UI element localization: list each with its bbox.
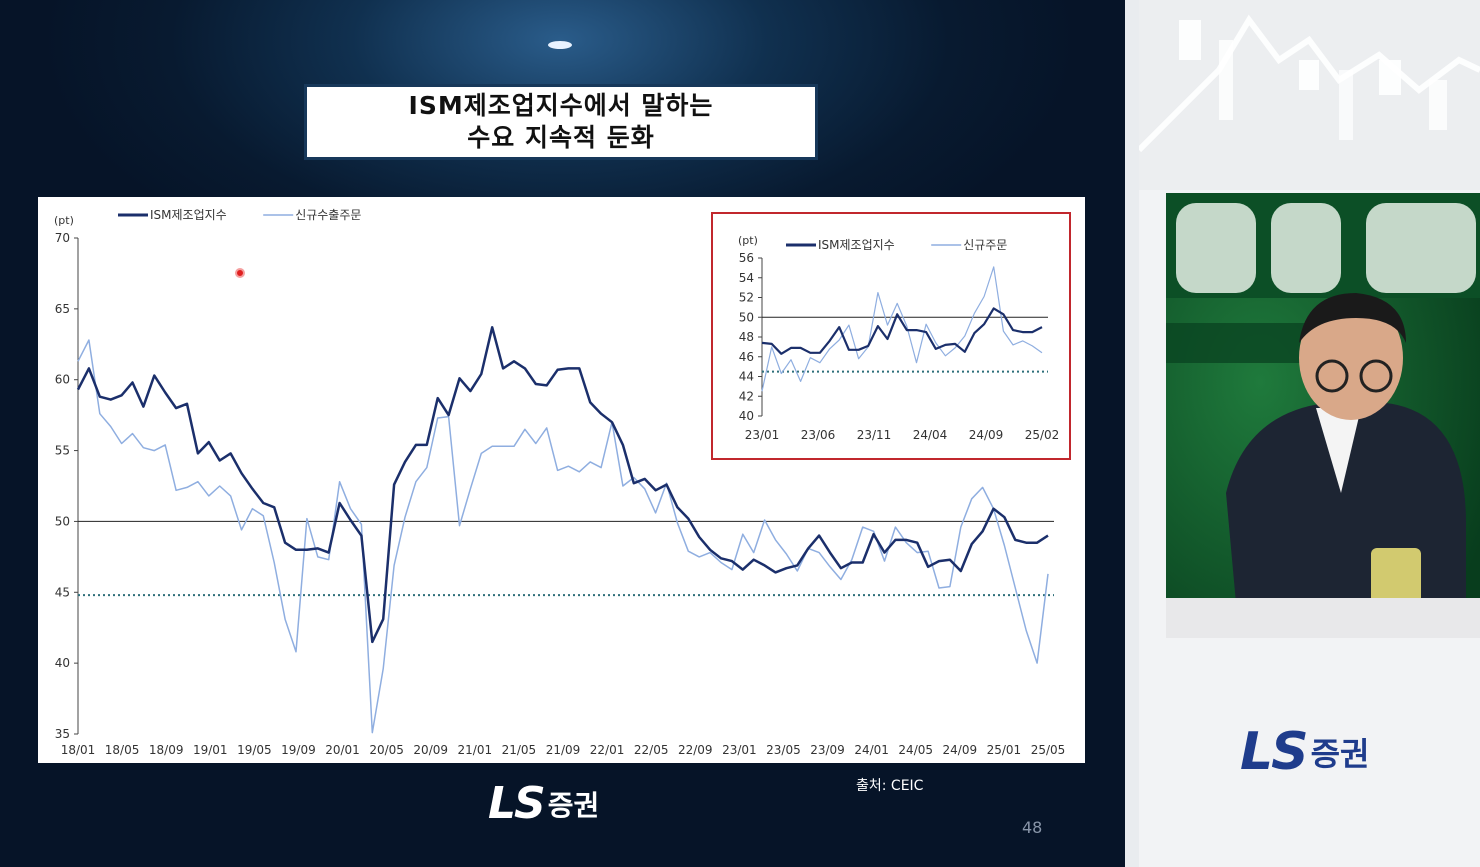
title-line-2: 수요 지속적 둔화 bbox=[467, 123, 655, 152]
x-tick-label: 22/05 bbox=[634, 743, 669, 757]
y-tick-label: 50 bbox=[739, 310, 754, 324]
inset-frame bbox=[711, 212, 1071, 460]
x-tick-label: 21/01 bbox=[458, 743, 493, 757]
y-unit-label: (pt) bbox=[54, 214, 74, 227]
y-tick-label: 35 bbox=[55, 727, 70, 741]
y-tick-label: 70 bbox=[55, 231, 70, 245]
source-label: 출처: CEIC bbox=[856, 778, 924, 794]
x-tick-label: 24/09 bbox=[969, 428, 1004, 442]
x-tick-label: 22/09 bbox=[678, 743, 713, 757]
ls-side-logo: LS 증권 bbox=[1240, 722, 1369, 782]
spotlight-icon bbox=[548, 41, 572, 49]
y-tick-label: 54 bbox=[739, 271, 754, 285]
ls-logo: LS 증권 bbox=[488, 778, 599, 829]
desk-surface bbox=[1166, 598, 1480, 638]
slide-border bbox=[1125, 0, 1139, 867]
y-tick-label: 55 bbox=[55, 444, 70, 458]
y-tick-label: 45 bbox=[55, 585, 70, 599]
x-tick-label: 24/09 bbox=[943, 743, 978, 757]
y-tick-label: 40 bbox=[55, 656, 70, 670]
y-tick-label: 44 bbox=[739, 370, 754, 384]
legend-label: 신규주문 bbox=[963, 238, 1007, 252]
y-tick-label: 40 bbox=[739, 409, 754, 423]
x-tick-label: 23/11 bbox=[857, 428, 892, 442]
slide-title-box: ISM제조업지수에서 말하는 수요 지속적 둔화 bbox=[304, 84, 818, 160]
x-tick-label: 20/01 bbox=[325, 743, 360, 757]
y-tick-label: 60 bbox=[55, 373, 70, 387]
background-candlestick-graphic bbox=[1139, 0, 1480, 190]
series-line-ism bbox=[761, 307, 1043, 355]
x-tick-label: 20/05 bbox=[369, 743, 404, 757]
x-tick-label: 22/01 bbox=[590, 743, 625, 757]
y-tick-label: 46 bbox=[739, 350, 754, 364]
title-line-1: ISM제조업지수에서 말하는 bbox=[408, 91, 714, 120]
side-logo-ls-text: LS bbox=[1240, 722, 1309, 782]
side-logo-korean-text: 증권 bbox=[1310, 735, 1370, 773]
presenter-video bbox=[1166, 193, 1480, 613]
x-tick-label: 25/05 bbox=[1031, 743, 1066, 757]
x-tick-label: 25/01 bbox=[987, 743, 1022, 757]
x-tick-label: 18/01 bbox=[61, 743, 96, 757]
y-tick-label: 48 bbox=[739, 330, 754, 344]
y-tick-label: 50 bbox=[55, 514, 70, 528]
y-tick-label: 65 bbox=[55, 302, 70, 316]
legend-label: 신규수출주문 bbox=[295, 208, 361, 222]
x-tick-label: 24/04 bbox=[913, 428, 948, 442]
logo-korean-text: 증권 bbox=[547, 788, 600, 822]
chart-panel: 35 40 45 50 55 60 65 70 (pt) 18/01 18/05 18/09 19/01… bbox=[38, 197, 1085, 763]
slide-decoration bbox=[548, 41, 572, 49]
y-tick-label: 52 bbox=[739, 291, 754, 305]
x-tick-label: 24/05 bbox=[898, 743, 933, 757]
annotation-dot-icon bbox=[235, 268, 245, 278]
main-chart: 35 40 45 50 55 60 65 70 (pt) 18/01 18/05 18/09 19/01… bbox=[54, 208, 1065, 757]
y-tick-label: 56 bbox=[739, 251, 754, 265]
x-tick-label: 25/02 bbox=[1025, 428, 1060, 442]
x-tick-label: 20/09 bbox=[413, 743, 448, 757]
y-unit-label: (pt) bbox=[738, 234, 758, 247]
x-tick-label: 19/01 bbox=[193, 743, 228, 757]
x-tick-label: 23/09 bbox=[810, 743, 845, 757]
x-tick-label: 23/01 bbox=[722, 743, 757, 757]
page-number: 48 bbox=[1022, 818, 1043, 837]
x-tick-label: 21/09 bbox=[546, 743, 581, 757]
x-tick-label: 19/09 bbox=[281, 743, 316, 757]
x-tick-label: 19/05 bbox=[237, 743, 272, 757]
chart-svg: 35 40 45 50 55 60 65 70 (pt) 18/01 18/05 18/09 19/01… bbox=[54, 208, 1071, 757]
logo-ls-text: LS bbox=[488, 778, 546, 829]
legend-label: ISM제조업지수 bbox=[818, 238, 895, 252]
inset-chart: 40 42 44 46 48 50 52 54 56 (pt) 23/01 23/06 23/11 24/… bbox=[738, 234, 1059, 442]
legend-label: ISM제조업지수 bbox=[150, 208, 227, 222]
presenter-scene bbox=[1166, 193, 1480, 613]
series-line-orders bbox=[761, 266, 1043, 392]
series-line-ism bbox=[76, 326, 1049, 644]
x-tick-label: 23/05 bbox=[766, 743, 801, 757]
x-tick-label: 23/01 bbox=[745, 428, 780, 442]
x-tick-label: 23/06 bbox=[801, 428, 836, 442]
x-tick-label: 18/09 bbox=[149, 743, 184, 757]
x-tick-label: 24/01 bbox=[854, 743, 889, 757]
x-tick-label: 21/05 bbox=[502, 743, 537, 757]
series-line-orders bbox=[77, 339, 1049, 734]
y-tick-label: 42 bbox=[739, 389, 754, 403]
x-tick-label: 18/05 bbox=[105, 743, 140, 757]
